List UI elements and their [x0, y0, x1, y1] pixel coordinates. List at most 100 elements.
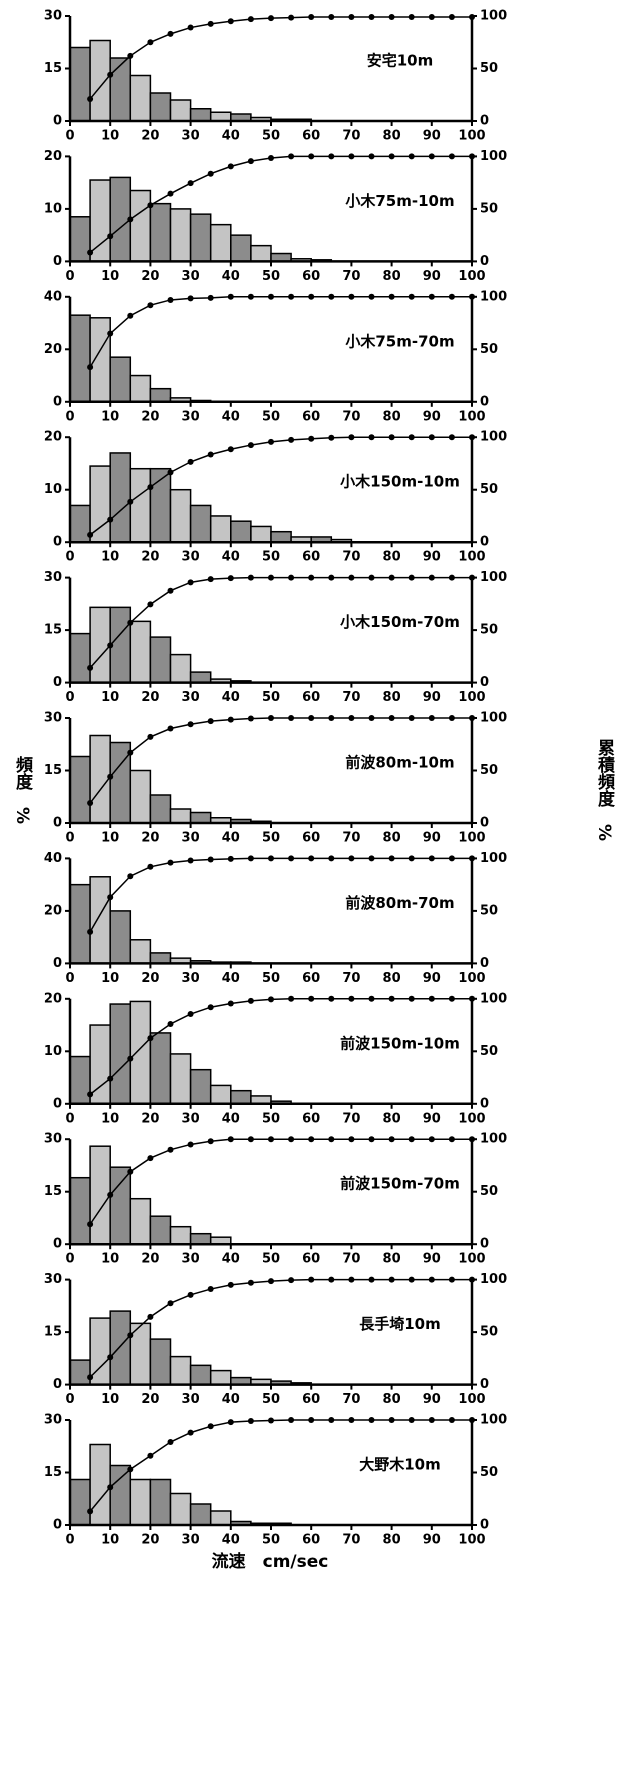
x-tick-label: 50	[262, 1111, 280, 1126]
cumulative-point	[368, 995, 375, 1002]
bar	[89, 876, 111, 965]
bar	[109, 356, 132, 403]
cumulative-point	[87, 1508, 94, 1515]
cumulative-point	[207, 1138, 214, 1145]
bar	[109, 452, 132, 543]
cumulative-point	[247, 442, 254, 449]
x-tick-label: 40	[222, 1533, 240, 1548]
bar	[109, 176, 132, 263]
cumulative-point	[408, 153, 415, 160]
cumulative-line	[89, 1138, 472, 1225]
x-tick-label: 90	[423, 409, 441, 424]
bar	[230, 520, 252, 543]
cumulative-point	[288, 995, 295, 1002]
x-tick-label: 30	[182, 1252, 200, 1267]
cumulative-point	[127, 52, 134, 59]
cumulative-point	[408, 995, 415, 1002]
cumulative-point	[207, 1004, 214, 1011]
cumulative-line	[89, 16, 472, 100]
x-tick-label: 50	[262, 690, 280, 705]
cumulative-point	[308, 574, 315, 581]
cumulative-point	[348, 574, 355, 581]
bar	[189, 811, 212, 824]
cumulative-point	[288, 1417, 295, 1423]
x-tick-label: 100	[458, 690, 485, 705]
y2-tick-label: 50	[480, 482, 498, 497]
cumulative-point	[167, 725, 174, 732]
cumulative-point	[288, 293, 295, 300]
x-tick-label: 100	[458, 550, 485, 565]
bar	[270, 530, 292, 543]
cumulative-point	[187, 24, 194, 31]
cumulative-point	[167, 296, 174, 303]
bar	[189, 671, 212, 684]
x-tick-label: 40	[222, 409, 240, 424]
bar	[89, 1145, 111, 1245]
panel-title: 小木75m-10m	[345, 192, 454, 210]
y-tick-label: 0	[53, 1237, 62, 1252]
cumulative-point	[469, 715, 475, 721]
x-tick-label: 30	[182, 269, 200, 284]
cumulative-point	[147, 1155, 154, 1162]
x-tick-label: 30	[182, 550, 200, 565]
cumulative-point	[247, 1279, 254, 1286]
cumulative-point	[207, 718, 214, 725]
y2-tick-label: 100	[480, 570, 507, 585]
x-tick-label: 10	[101, 409, 119, 424]
cumulative-point	[469, 1276, 475, 1283]
x-tick-label: 100	[458, 269, 485, 284]
cumulative-point	[247, 997, 254, 1004]
bar	[69, 1359, 91, 1386]
cumulative-line	[89, 155, 472, 254]
x-tick-label: 20	[141, 550, 159, 565]
cumulative-point	[227, 716, 234, 723]
cumulative-point	[87, 531, 94, 538]
panel-title: 前波80m-10m	[345, 754, 454, 772]
x-tick-label: 20	[141, 129, 159, 144]
cumulative-point	[187, 579, 194, 586]
cumulative-point	[247, 715, 254, 722]
x-tick-label: 40	[222, 690, 240, 705]
x-tick-label: 100	[458, 971, 485, 986]
cumulative-point	[227, 1281, 234, 1288]
x-tick-label: 10	[101, 1111, 119, 1126]
x-axis-title: 流速 cm/sec	[212, 1551, 329, 1572]
bar	[169, 653, 192, 684]
cumulative-point	[448, 715, 455, 721]
cumulative-point	[247, 16, 254, 23]
cumulative-point	[388, 293, 395, 300]
cumulative-point	[87, 249, 94, 256]
x-tick-label: 90	[423, 1111, 441, 1126]
x-tick-label: 50	[262, 550, 280, 565]
panel-title: 大野木10m	[359, 1456, 441, 1474]
y-tick-label: 0	[53, 1377, 62, 1392]
cumulative-point	[348, 14, 355, 21]
cumulative-point	[247, 574, 254, 581]
cumulative-point	[328, 995, 335, 1002]
cumulative-point	[328, 14, 335, 21]
y-tick-label: 15	[44, 1465, 62, 1480]
cumulative-point	[469, 995, 475, 1002]
cumulative-point	[348, 855, 355, 862]
cumulative-point	[207, 170, 214, 177]
cumulative-point	[107, 233, 114, 240]
x-tick-label: 0	[65, 269, 74, 284]
cumulative-point	[87, 1221, 94, 1228]
x-tick-label: 20	[141, 1252, 159, 1267]
y-tick-label: 20	[44, 342, 62, 357]
x-tick-label: 50	[262, 129, 280, 144]
y-tick-label: 0	[53, 535, 62, 550]
y2-tick-label: 50	[480, 1325, 498, 1340]
bar	[169, 1053, 192, 1105]
x-tick-label: 50	[262, 971, 280, 986]
bar	[129, 620, 152, 684]
cumulative-point	[268, 154, 274, 161]
cumulative-point	[107, 1354, 114, 1361]
cumulative-point	[127, 1168, 134, 1175]
y-tick-label: 30	[44, 1413, 62, 1428]
bar	[169, 99, 192, 122]
cumulative-point	[227, 293, 234, 300]
x-tick-label: 70	[342, 831, 360, 846]
x-tick-label: 30	[182, 1111, 200, 1126]
cumulative-point	[107, 1075, 114, 1082]
